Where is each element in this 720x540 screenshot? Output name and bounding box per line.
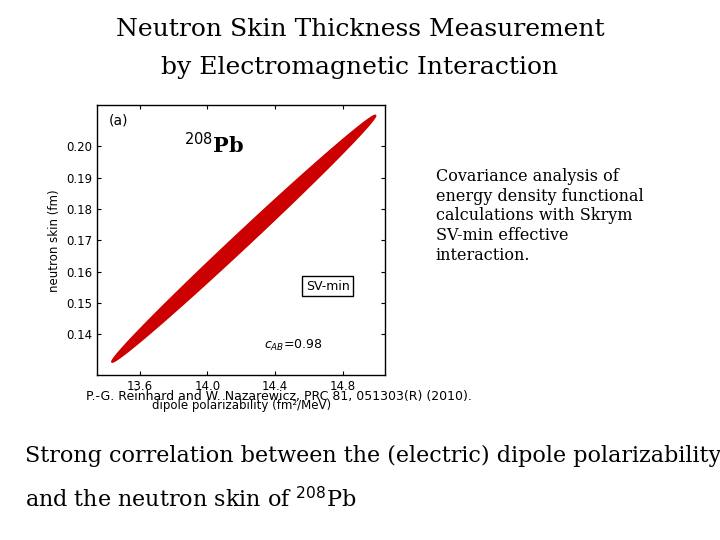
Text: $c_{AB}$=0.98: $c_{AB}$=0.98 [264,338,323,353]
Text: and the neutron skin of $^{208}$Pb: and the neutron skin of $^{208}$Pb [25,487,356,512]
Y-axis label: neutron skin (fm): neutron skin (fm) [48,189,60,292]
Text: Neutron Skin Thickness Measurement: Neutron Skin Thickness Measurement [116,18,604,41]
Text: (a): (a) [109,113,128,127]
X-axis label: dipole polarizability (fm²/MeV): dipole polarizability (fm²/MeV) [152,399,330,411]
Text: by Electromagnetic Interaction: by Electromagnetic Interaction [161,56,559,79]
Text: P.-G. Reinhard and W. Nazarewicz, PRC 81, 051303(R) (2010).: P.-G. Reinhard and W. Nazarewicz, PRC 81… [86,390,472,403]
Polygon shape [112,115,376,362]
Text: $^{208}$Pb: $^{208}$Pb [184,132,244,158]
Text: SV-min: SV-min [306,280,349,293]
Text: Covariance analysis of
energy density functional
calculations with Skrym
SV-min : Covariance analysis of energy density fu… [436,168,644,264]
Text: Strong correlation between the (electric) dipole polarizability: Strong correlation between the (electric… [25,446,720,467]
